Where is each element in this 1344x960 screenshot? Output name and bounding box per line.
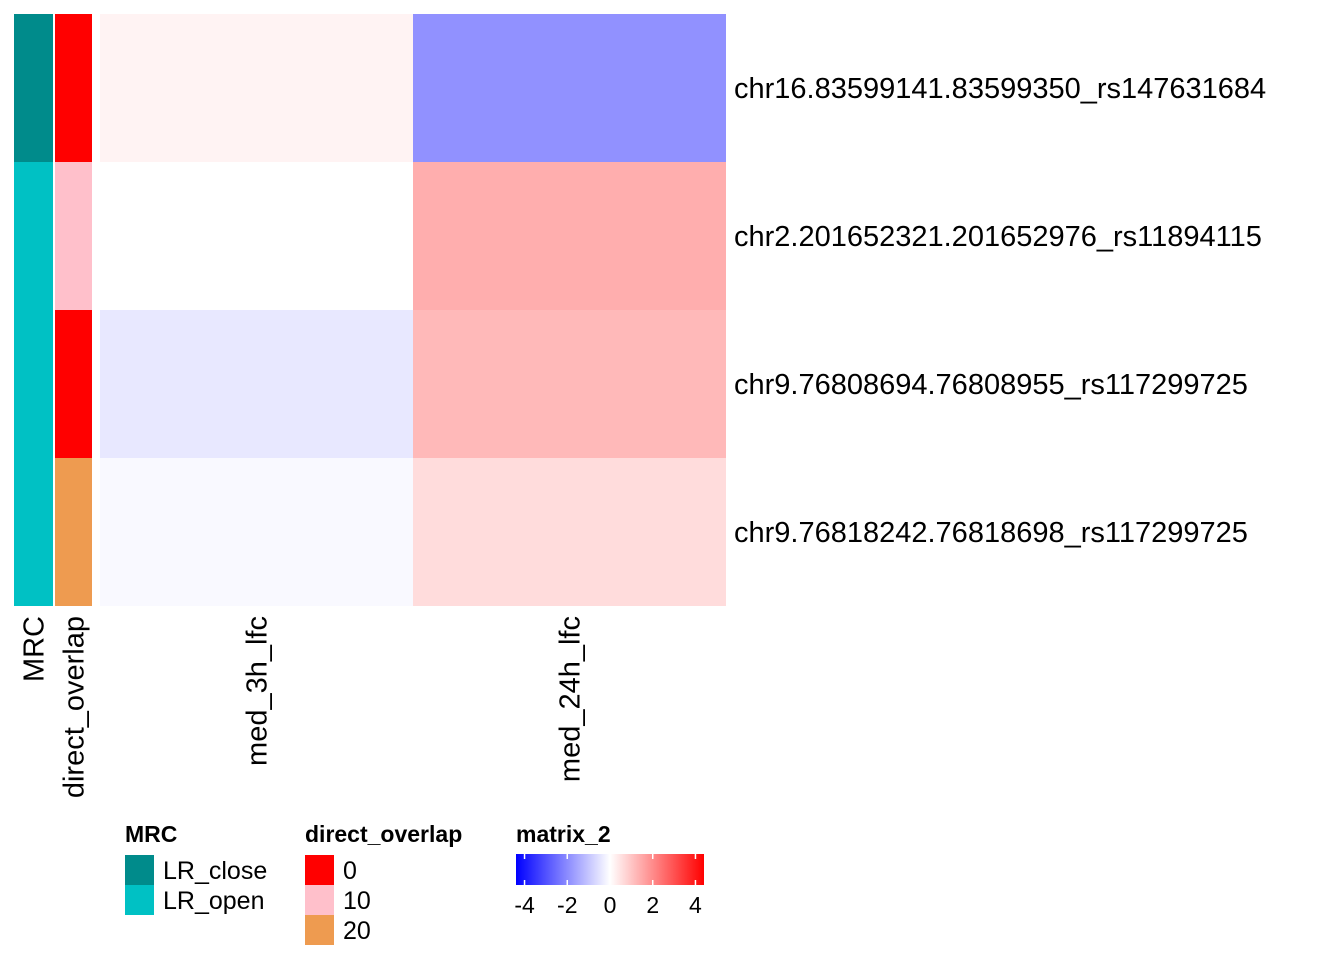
column-label: med_24h_lfc [555, 616, 587, 782]
column-labels: MRC direct_overlap med_3h_lfc med_24h_lfc [19, 616, 587, 798]
heatmap-cell [413, 458, 726, 606]
heatmap-cell [413, 162, 726, 310]
matrix-legend-tick-label: -4 [514, 892, 535, 918]
matrix-legend-tick-label: 4 [689, 892, 702, 918]
mrc-legend-swatch [125, 885, 154, 915]
direct-overlap-annotation-cell [55, 458, 92, 606]
direct-overlap-annotation-cell [55, 310, 92, 458]
matrix-legend-colorbar [516, 854, 704, 885]
direct-overlap-legend-swatch [305, 915, 334, 945]
heatmap-cell [100, 310, 413, 458]
direct-overlap-legend-label: 10 [343, 887, 371, 915]
row-label: chr9.76818242.76818698_rs117299725 [734, 517, 1248, 549]
mrc-annotation-track [14, 14, 53, 606]
heatmap-cells [100, 14, 726, 606]
row-label: chr2.201652321.201652976_rs11894115 [734, 221, 1262, 253]
direct-overlap-annotation-track [55, 14, 92, 606]
heatmap-cell [100, 162, 413, 310]
direct-overlap-axis-label: direct_overlap [59, 616, 91, 798]
mrc-legend-title: MRC [125, 821, 177, 847]
heatmap-cell [413, 310, 726, 458]
direct-overlap-legend-swatch [305, 885, 334, 915]
mrc-axis-label: MRC [19, 616, 51, 682]
direct-overlap-annotation-cell [55, 162, 92, 310]
direct-overlap-legend-swatch [305, 855, 334, 885]
direct-overlap-annotation-cell [55, 14, 92, 162]
legends: MRCLR_closeLR_opendirect_overlap01020mat… [125, 821, 704, 945]
row-labels: chr16.83599141.83599350_rs147631684 chr2.… [734, 73, 1266, 549]
mrc-legend-label: LR_close [163, 857, 267, 885]
heatmap-cell [100, 14, 413, 162]
row-label: chr16.83599141.83599350_rs147631684 [734, 73, 1266, 105]
row-label: chr9.76808694.76808955_rs117299725 [734, 369, 1248, 401]
matrix-legend-tick-label: 0 [604, 892, 617, 918]
mrc-annotation-cell [14, 14, 53, 162]
matrix-legend-tick-label: -2 [557, 892, 577, 918]
mrc-legend-label: LR_open [163, 887, 264, 915]
heatmap-cell [100, 458, 413, 606]
matrix-legend-title: matrix_2 [516, 821, 611, 847]
mrc-annotation-cell [14, 162, 53, 310]
column-label: med_3h_lfc [242, 616, 274, 766]
heatmap-cell [413, 14, 726, 162]
mrc-annotation-cell [14, 310, 53, 458]
mrc-legend-swatch [125, 855, 154, 885]
mrc-annotation-cell [14, 458, 53, 606]
direct-overlap-legend-title: direct_overlap [305, 821, 462, 847]
matrix-legend-tick-label: 2 [646, 892, 659, 918]
direct-overlap-legend-label: 20 [343, 917, 371, 945]
direct-overlap-legend-label: 0 [343, 857, 357, 885]
